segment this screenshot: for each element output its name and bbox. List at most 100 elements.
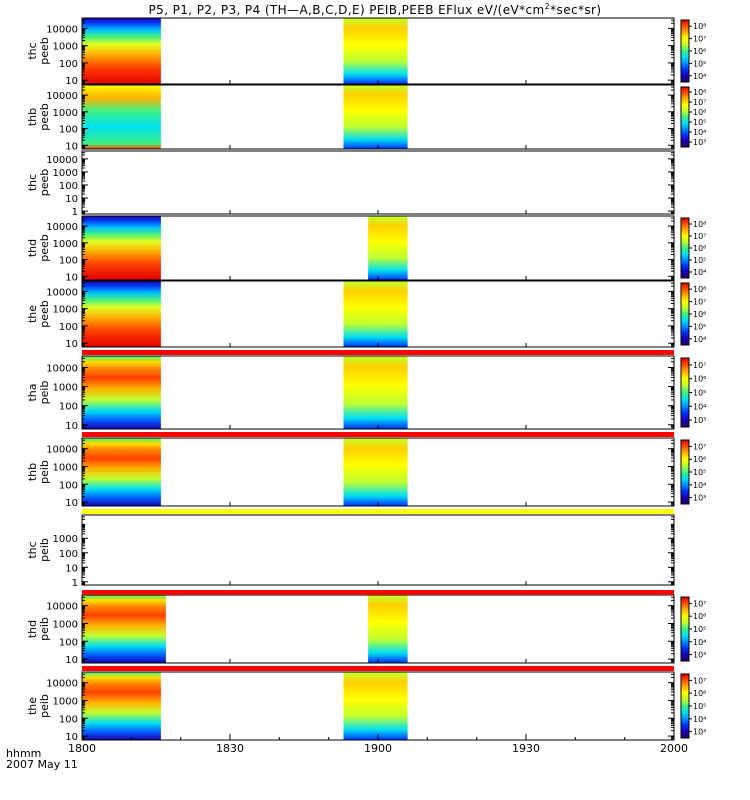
panel-ylabel-probe: thd	[26, 620, 39, 638]
y-tick-label: 10000	[46, 679, 78, 690]
y-tick-label: 100	[59, 480, 78, 491]
colorbar-tick-label: 10⁶	[693, 455, 706, 464]
y-tick-label: 1000	[53, 534, 78, 545]
panel-ylabel-probe: thb	[26, 108, 39, 126]
colorbar-tick-label: 10⁵	[693, 322, 706, 331]
panel-ylabel-probe: thd	[26, 239, 39, 257]
y-tick-label: 10	[65, 76, 78, 87]
colorbar-tick-label: 10⁶	[693, 689, 706, 698]
title-suffix: *sec*sr)	[550, 3, 602, 17]
y-tick-label: 10	[65, 421, 78, 432]
y-tick-label: 100	[59, 125, 78, 136]
y-tick-label: 10000	[46, 222, 78, 233]
panel-ylabel-product: peeb	[38, 103, 51, 131]
colorbar-tick-label: 10³	[693, 651, 706, 660]
colorbar-tick-label: 10⁴	[693, 402, 706, 411]
colorbar-tick-label: 10⁶	[693, 310, 706, 319]
y-tick-label: 1000	[53, 42, 78, 53]
y-tick-label: 100	[59, 714, 78, 725]
colorbar-tick-label: 10⁸	[693, 220, 706, 229]
panel-ylabel-product: peib	[38, 694, 51, 718]
panel-ylabel-probe: the	[26, 697, 39, 715]
data-block-the-peeb	[82, 281, 161, 347]
y-tick-label: 10000	[46, 445, 78, 456]
y-tick-label: 10000	[46, 24, 78, 35]
colorbar-tick-label: 10⁵	[693, 59, 706, 68]
colorbar-tick-label: 10³	[693, 138, 706, 147]
data-block-thd-peeb	[368, 216, 408, 280]
data-block-thc-peeb	[82, 18, 161, 84]
y-tick-label: 10000	[46, 602, 78, 613]
date-label: 2007 May 11	[6, 758, 78, 771]
colorbar-tick-label: 10⁶	[693, 612, 706, 621]
y-tick-label: 1000	[53, 108, 78, 119]
panel-ylabel-product: peeb	[38, 300, 51, 328]
separator-bar	[82, 590, 674, 595]
data-block-thb-peeb	[343, 85, 408, 149]
y-tick-label: 1000	[53, 696, 78, 707]
data-block-thd-peib	[82, 595, 166, 663]
colorbar-tick-label: 10⁷	[693, 599, 706, 608]
x-tick-label: 1830	[216, 742, 244, 755]
y-tick-label: 10	[65, 498, 78, 509]
y-tick-label: 1000	[53, 239, 78, 250]
colorbar	[680, 282, 690, 346]
colorbar-tick-label: 10⁷	[693, 676, 706, 685]
y-tick-label: 100	[59, 322, 78, 333]
data-block-thb-peib	[82, 438, 161, 506]
panel-frame	[81, 514, 675, 586]
colorbar-tick-label: 10⁵	[693, 468, 706, 477]
data-block-the-peeb	[343, 281, 408, 347]
colorbar	[680, 217, 690, 279]
chart-title: P5, P1, P2, P3, P4 (TH—A,B,C,D,E) PEIB,P…	[0, 2, 750, 17]
x-axis-label: hhmm	[6, 747, 42, 760]
colorbar-tick-label: 10⁴	[693, 128, 706, 137]
colorbar-tick-label: 10⁵	[693, 625, 706, 634]
separator-bar	[82, 350, 674, 355]
colorbar-tick-label: 10⁸	[693, 285, 706, 294]
colorbar-tick-label: 10⁶	[693, 375, 706, 384]
panel-ylabel-product: peeb	[38, 37, 51, 65]
data-block-the-peib	[82, 672, 161, 740]
colorbar-tick-label: 10⁴	[693, 72, 706, 81]
colorbar-tick-label: 10⁷	[693, 442, 706, 451]
colorbar	[680, 86, 690, 148]
colorbar	[680, 19, 690, 83]
separator-bar	[82, 666, 674, 671]
y-tick-label: 10	[65, 732, 78, 743]
colorbar	[680, 439, 690, 505]
x-tick-label: 1800	[68, 742, 96, 755]
y-tick-label: 10	[65, 272, 78, 283]
y-tick-label: 10000	[46, 287, 78, 298]
colorbar	[680, 596, 690, 662]
colorbar-tick-label: 10⁸	[693, 22, 706, 31]
colorbar-tick-label: 10⁵	[693, 118, 706, 127]
colorbar-tick-label: 10³	[693, 416, 706, 425]
colorbar-tick-label: 10⁷	[693, 232, 706, 241]
colorbar-tick-label: 10⁵	[693, 702, 706, 711]
data-block-thc-peeb	[343, 18, 408, 84]
colorbar-tick-label: 10⁷	[693, 298, 706, 307]
colorbar-tick-label: 10⁸	[693, 88, 706, 97]
y-tick-label: 1000	[53, 383, 78, 394]
panel-ylabel-product: peib	[38, 381, 51, 405]
panel-ylabel-product: peeb	[38, 169, 51, 197]
colorbar-tick-label: 10⁴	[693, 268, 706, 277]
data-block-thd-peib	[368, 595, 408, 663]
panel-ylabel-probe: thb	[26, 463, 39, 481]
panel-ylabel-probe: thc	[26, 541, 39, 558]
panel-ylabel-probe: thc	[26, 42, 39, 59]
y-tick-label: 100	[59, 637, 78, 648]
panel-ylabel-probe: thc	[26, 174, 39, 191]
colorbar-tick-label: 10⁴	[693, 715, 706, 724]
panel-ylabel-probe: the	[26, 305, 39, 323]
data-block-thb-peeb	[82, 85, 161, 149]
colorbar	[680, 357, 690, 428]
colorbar-tick-label: 10⁴	[693, 335, 706, 344]
data-block-thb-peib	[343, 438, 408, 506]
y-tick-label: 1000	[53, 619, 78, 630]
colorbar-tick-label: 10⁴	[693, 638, 706, 647]
colorbar-tick-label: 10⁶	[693, 108, 706, 117]
x-tick-label: 1900	[364, 742, 392, 755]
